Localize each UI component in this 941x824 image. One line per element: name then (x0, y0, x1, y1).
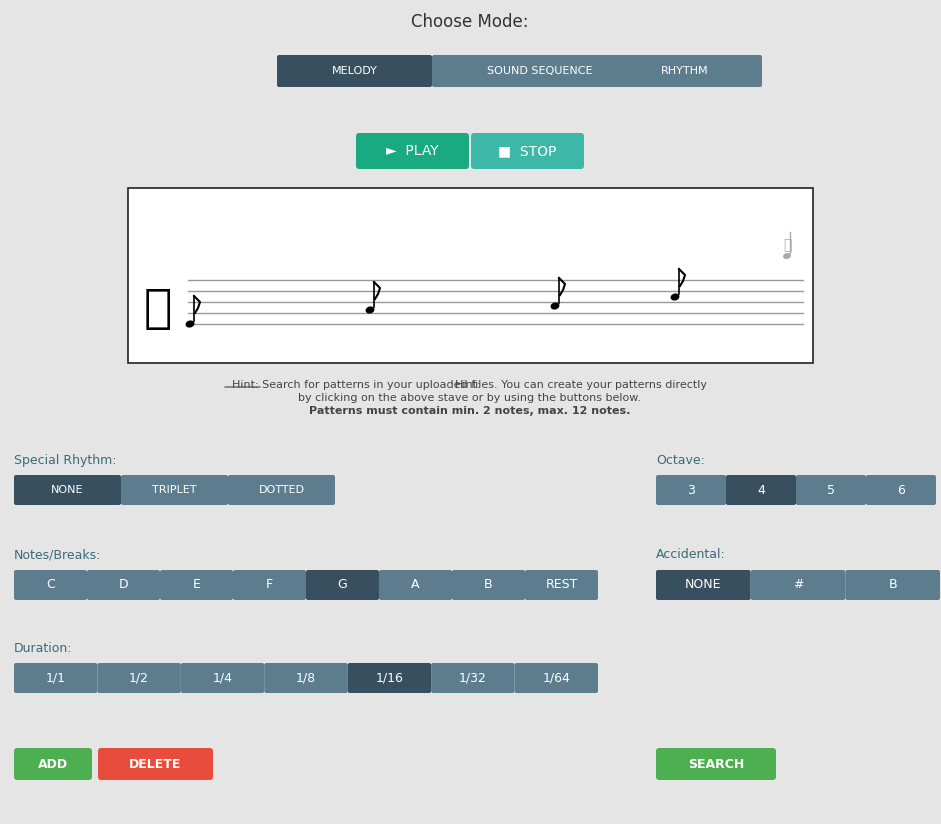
Text: ►  PLAY: ► PLAY (386, 144, 439, 158)
FancyBboxPatch shape (348, 663, 431, 693)
FancyBboxPatch shape (796, 475, 866, 505)
FancyBboxPatch shape (306, 570, 379, 600)
Text: E: E (193, 578, 200, 592)
Text: NONE: NONE (51, 485, 84, 495)
Text: F: F (266, 578, 273, 592)
FancyBboxPatch shape (751, 570, 845, 600)
Text: 1/4: 1/4 (213, 672, 232, 685)
Text: G: G (338, 578, 347, 592)
FancyBboxPatch shape (607, 55, 762, 87)
FancyBboxPatch shape (525, 570, 598, 600)
FancyBboxPatch shape (845, 570, 940, 600)
Text: 𝄞: 𝄞 (144, 288, 172, 333)
Text: B: B (485, 578, 493, 592)
Text: C: C (46, 578, 55, 592)
Text: 1/16: 1/16 (375, 672, 404, 685)
FancyBboxPatch shape (656, 570, 751, 600)
Text: ■  STOP: ■ STOP (499, 144, 557, 158)
Text: REST: REST (546, 578, 578, 592)
Text: Patterns must contain min. 2 notes, max. 12 notes.: Patterns must contain min. 2 notes, max.… (310, 406, 630, 416)
Text: B: B (888, 578, 897, 592)
FancyBboxPatch shape (432, 55, 647, 87)
Ellipse shape (365, 307, 375, 314)
Text: 1/1: 1/1 (46, 672, 66, 685)
Text: Choose Mode:: Choose Mode: (411, 13, 529, 31)
Text: Accidental:: Accidental: (656, 549, 726, 561)
Text: 3: 3 (687, 484, 695, 497)
Text: 6: 6 (897, 484, 905, 497)
Text: 5: 5 (827, 484, 835, 497)
FancyBboxPatch shape (379, 570, 452, 600)
Text: 1/32: 1/32 (459, 672, 486, 685)
FancyBboxPatch shape (515, 663, 598, 693)
Text: 1/64: 1/64 (542, 672, 570, 685)
Text: Hint: Search for patterns in your uploaded files. You can create your patterns d: Hint: Search for patterns in your upload… (232, 380, 708, 390)
Text: DOTTED: DOTTED (259, 485, 305, 495)
FancyBboxPatch shape (726, 475, 796, 505)
Bar (128, 188, 813, 363)
FancyBboxPatch shape (431, 663, 515, 693)
FancyBboxPatch shape (656, 748, 776, 780)
Text: Duration:: Duration: (14, 642, 72, 654)
Ellipse shape (671, 293, 679, 301)
Text: Hint:: Hint: (455, 380, 481, 390)
Text: SOUND SEQUENCE: SOUND SEQUENCE (486, 66, 592, 76)
FancyBboxPatch shape (471, 133, 584, 169)
Text: A: A (411, 578, 420, 592)
FancyBboxPatch shape (14, 663, 98, 693)
Text: Notes/Breaks:: Notes/Breaks: (14, 549, 102, 561)
Ellipse shape (185, 321, 195, 328)
FancyBboxPatch shape (277, 55, 432, 87)
Text: Special Rhythm:: Special Rhythm: (14, 453, 117, 466)
Text: Octave:: Octave: (656, 453, 705, 466)
FancyBboxPatch shape (87, 570, 160, 600)
Text: DELETE: DELETE (129, 757, 182, 770)
FancyBboxPatch shape (264, 663, 348, 693)
Text: RHYTHM: RHYTHM (661, 66, 709, 76)
Text: 1/2: 1/2 (129, 672, 149, 685)
FancyBboxPatch shape (228, 475, 335, 505)
Text: D: D (119, 578, 128, 592)
Text: #: # (792, 578, 804, 592)
Text: TRIPLET: TRIPLET (152, 485, 197, 495)
Text: by clicking on the above stave or by using the buttons below.: by clicking on the above stave or by usi… (298, 393, 642, 403)
FancyBboxPatch shape (356, 133, 469, 169)
FancyBboxPatch shape (233, 570, 306, 600)
Ellipse shape (783, 253, 791, 259)
Text: ADD: ADD (38, 757, 68, 770)
FancyBboxPatch shape (452, 570, 525, 600)
FancyBboxPatch shape (14, 748, 92, 780)
FancyBboxPatch shape (14, 570, 87, 600)
FancyBboxPatch shape (866, 475, 936, 505)
Text: SEARCH: SEARCH (688, 757, 744, 770)
Ellipse shape (550, 302, 560, 310)
Text: MELODY: MELODY (331, 66, 377, 76)
FancyBboxPatch shape (98, 748, 213, 780)
FancyBboxPatch shape (181, 663, 264, 693)
Text: 1/8: 1/8 (295, 672, 316, 685)
Text: NONE: NONE (685, 578, 722, 592)
FancyBboxPatch shape (121, 475, 228, 505)
Text: 4: 4 (758, 484, 765, 497)
Text: 𝄽: 𝄽 (783, 238, 791, 252)
FancyBboxPatch shape (656, 475, 726, 505)
FancyBboxPatch shape (160, 570, 233, 600)
FancyBboxPatch shape (14, 475, 121, 505)
FancyBboxPatch shape (98, 663, 181, 693)
